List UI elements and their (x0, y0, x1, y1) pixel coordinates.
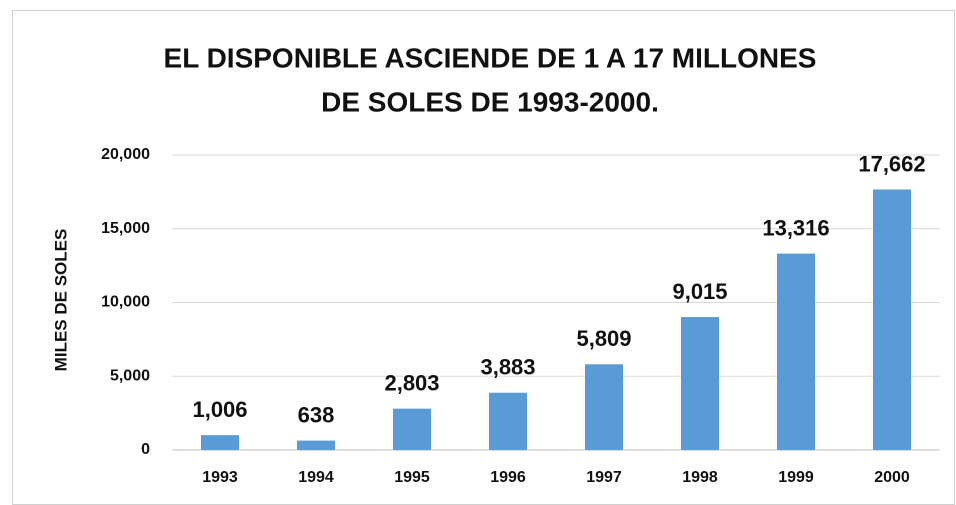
y-tick-label: 15,000 (101, 220, 150, 237)
chart-title: DE SOLES DE 1993-2000. (321, 86, 659, 117)
bar (777, 253, 815, 450)
y-axis-label: MILES DE SOLES (51, 229, 70, 372)
bar (873, 189, 911, 450)
data-label: 2,803 (384, 370, 439, 395)
bar (393, 408, 431, 450)
x-tick-label: 1995 (394, 469, 430, 486)
bar (297, 440, 335, 450)
bar (489, 392, 527, 450)
data-label: 17,662 (858, 151, 925, 176)
data-label: 9,015 (672, 279, 727, 304)
x-tick-label: 1994 (298, 469, 334, 486)
data-label: 5,809 (576, 326, 631, 351)
data-label: 1,006 (192, 397, 247, 422)
y-tick-label: 5,000 (110, 367, 150, 384)
x-tick-label: 1993 (202, 469, 238, 486)
data-label: 13,316 (762, 215, 829, 240)
x-tick-label: 1996 (490, 469, 526, 486)
y-tick-label: 20,000 (101, 146, 150, 163)
x-tick-label: 2000 (874, 469, 910, 486)
bar (681, 317, 719, 450)
y-tick-label: 0 (141, 441, 150, 458)
data-label: 3,883 (480, 355, 535, 380)
data-label: 638 (298, 402, 335, 427)
x-tick-label: 1999 (778, 469, 814, 486)
chart-title: EL DISPONIBLE ASCIENDE DE 1 A 17 MILLONE… (164, 42, 817, 73)
y-tick-label: 10,000 (101, 294, 150, 311)
x-tick-label: 1997 (586, 469, 622, 486)
bar (585, 364, 623, 450)
x-tick-label: 1998 (682, 469, 718, 486)
bar (201, 435, 239, 450)
